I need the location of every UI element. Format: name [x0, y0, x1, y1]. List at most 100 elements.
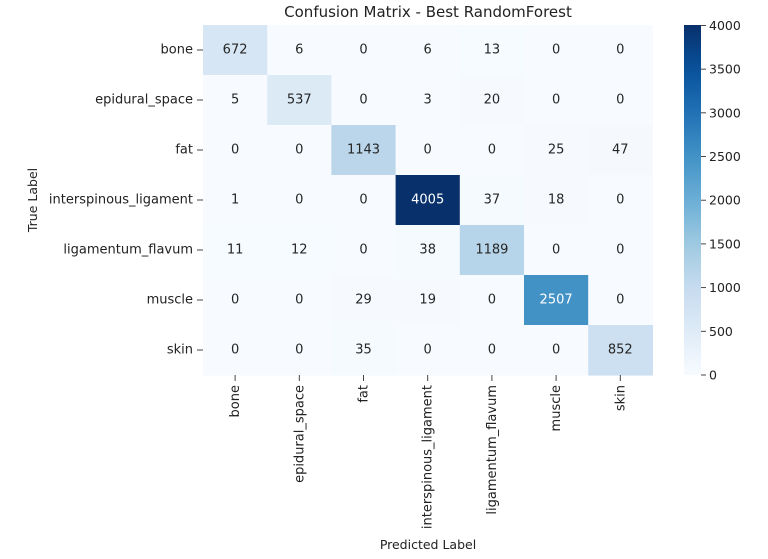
cell-value-label: 6	[424, 43, 432, 58]
cell-value-label: 0	[488, 293, 496, 308]
x-axis-label: Predicted Label	[380, 537, 476, 552]
cell-value-label: 0	[552, 343, 560, 358]
heatmap-cell	[459, 225, 525, 276]
colorbar-tick-label: 2000	[709, 193, 741, 208]
heatmap-cell	[267, 75, 332, 126]
colorbar-tick-label: 0	[709, 368, 717, 383]
heatmap-cell	[588, 25, 653, 76]
row-tick-label: ligamentum_flavum	[63, 243, 193, 258]
heatmap-cell	[395, 25, 461, 76]
heatmap-cell	[395, 125, 461, 176]
heatmap-cell	[588, 275, 653, 326]
heatmap-cell	[588, 325, 653, 376]
row-tick-label: bone	[161, 43, 193, 58]
colorbar-tick-label: 4000	[709, 18, 741, 33]
colorbar-tick-label: 500	[709, 324, 733, 339]
heatmap-cell	[331, 125, 397, 176]
heatmap-cell	[524, 275, 589, 326]
heatmap-cell	[459, 125, 525, 176]
heatmap-cell	[588, 175, 653, 226]
cell-value-label: 0	[295, 343, 303, 358]
cell-value-label: 0	[424, 343, 432, 358]
cell-value-label: 0	[359, 93, 367, 108]
cell-value-label: 0	[359, 193, 367, 208]
cell-value-label: 0	[424, 143, 432, 158]
heatmap-cell	[395, 175, 461, 226]
heatmap-cell	[331, 25, 397, 76]
colorbar-tick-label: 3000	[709, 105, 741, 120]
colorbar-tick-label: 1500	[709, 236, 741, 251]
heatmap-cell	[203, 125, 268, 176]
cell-value-label: 537	[287, 93, 312, 108]
cell-value-label: 18	[548, 193, 565, 208]
chart-title: Confusion Matrix - Best RandomForest	[284, 3, 572, 21]
cell-value-label: 12	[291, 243, 308, 258]
cell-value-label: 6	[295, 43, 303, 58]
cell-value-label: 37	[484, 193, 501, 208]
column-tick-label: skin	[613, 385, 628, 411]
cell-value-label: 29	[355, 293, 372, 308]
row-tick-label: epidural_space	[95, 93, 193, 108]
heatmap-cell	[331, 225, 397, 276]
heatmap-cell	[459, 325, 525, 376]
column-tick-labels: bone epidural_space fat interspinous_ligame…	[228, 375, 628, 529]
heatmap-cell	[331, 75, 397, 126]
heatmap-cell	[459, 275, 525, 326]
heatmap-cell	[267, 225, 332, 276]
heatmap-cell	[267, 275, 332, 326]
cell-value-label: 0	[616, 193, 624, 208]
cell-value-label: 0	[231, 293, 239, 308]
cell-value-label: 0	[359, 43, 367, 58]
cell-value-label: 11	[227, 243, 244, 258]
cell-value-label: 2507	[540, 293, 573, 308]
heatmap-cell	[395, 275, 461, 326]
column-tick-label: fat	[357, 385, 372, 403]
heatmap-cell	[588, 125, 653, 176]
cell-value-label: 0	[616, 243, 624, 258]
cell-value-label: 0	[616, 293, 624, 308]
heatmap-cell	[267, 325, 332, 376]
row-tick-label: skin	[167, 343, 193, 358]
heatmap-cell	[524, 125, 589, 176]
column-tick-label: interspinous_ligament	[421, 385, 436, 529]
cell-value-label: 0	[295, 143, 303, 158]
heatmap-cell	[395, 75, 461, 126]
heatmap-cell	[524, 175, 589, 226]
heatmap-cell	[331, 275, 397, 326]
cell-value-label: 4005	[411, 193, 444, 208]
cell-value-label: 0	[295, 193, 303, 208]
heatmap-cell	[203, 325, 268, 376]
row-tick-label: muscle	[147, 293, 193, 308]
heatmap-cell	[524, 325, 589, 376]
cell-value-label: 672	[223, 43, 248, 58]
cell-value-label: 25	[548, 143, 565, 158]
heatmap-cell	[524, 225, 589, 276]
cell-value-label: 1143	[347, 143, 380, 158]
cell-value-label: 0	[231, 143, 239, 158]
cell-value-label: 0	[552, 43, 560, 58]
heatmap-cell	[267, 25, 332, 76]
cell-value-label: 852	[608, 343, 633, 358]
row-tick-label: fat	[175, 143, 193, 158]
cell-value-label: 0	[616, 93, 624, 108]
cell-value-label: 0	[488, 143, 496, 158]
colorbar-tick-label: 3500	[709, 62, 741, 77]
cell-value-label: 13	[484, 43, 501, 58]
heatmap-cell	[459, 75, 525, 126]
heatmap-cell	[203, 175, 268, 226]
cell-value-label: 47	[612, 143, 629, 158]
colorbar-gradient	[684, 25, 701, 375]
heatmap-cell	[203, 225, 268, 276]
heatmap-cell	[395, 325, 461, 376]
colorbar: 0 500 1000 1500 2000 2500 3000 3500 4000	[684, 18, 741, 383]
heatmap-cell	[331, 325, 397, 376]
heatmap-cell	[203, 275, 268, 326]
cell-value-label: 35	[355, 343, 372, 358]
heatmap-cell	[588, 75, 653, 126]
heatmap-cell	[588, 225, 653, 276]
column-tick-label: bone	[228, 385, 243, 417]
cell-value-label: 3	[424, 93, 432, 108]
column-tick-label: muscle	[549, 385, 564, 431]
